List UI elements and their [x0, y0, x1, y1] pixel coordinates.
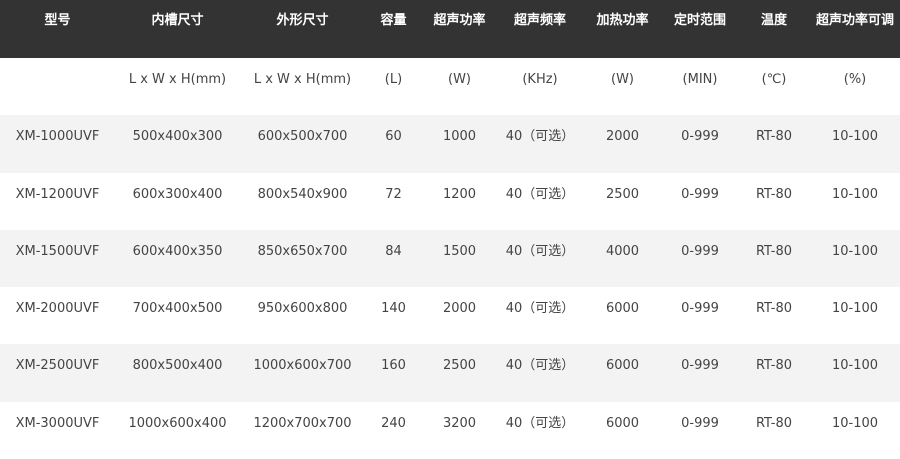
row: L x W x H(mm) L x W x H(mm) (L) (W) (KHz) (W)… — [0, 58, 900, 115]
cell: (%) — [843, 72, 867, 87]
cell: (KHz) — [522, 72, 558, 87]
cell: 160 — [381, 358, 406, 374]
row: XM-2000UVF 700x400x500 950x600x800 140 2000 4… — [0, 287, 900, 344]
cell: 1000x600x700 — [253, 358, 352, 374]
cell: 1000x600x400 — [128, 415, 227, 431]
cell: XM-1200UVF — [15, 186, 100, 202]
cell: RT-80 — [755, 186, 793, 202]
cell — [0, 58, 115, 115]
cell: RT-80 — [755, 415, 793, 431]
header-cell: 外形尺寸 — [240, 0, 365, 58]
cell: 0-999 — [681, 243, 719, 259]
cell: RT-80 — [755, 358, 793, 374]
cell: 10-100 — [831, 129, 879, 145]
cell: 40（可选） — [505, 415, 575, 431]
header-cell: 超声功率 — [422, 0, 497, 58]
cell: 2000 — [605, 129, 640, 145]
cell: 950x600x800 — [257, 301, 348, 317]
cell: XM-2500UVF — [15, 358, 100, 374]
cell: 1500 — [442, 243, 477, 259]
cell: 0-999 — [681, 301, 719, 317]
cell: 6000 — [605, 301, 640, 317]
cell: 60 — [385, 129, 402, 145]
cell: 3200 — [442, 415, 477, 431]
header-cell: 型号 — [0, 0, 115, 58]
cell: (W) — [611, 72, 634, 87]
cell: 600x400x350 — [132, 243, 223, 259]
cell: 0-999 — [681, 358, 719, 374]
cell: 40（可选） — [505, 301, 575, 317]
cell: XM-2000UVF — [15, 301, 100, 317]
cell: 0-999 — [681, 129, 719, 145]
cell: 1200 — [442, 186, 477, 202]
row: XM-1500UVF 600x400x350 850x650x700 84 1500 40… — [0, 229, 900, 288]
cell: XM-3000UVF — [15, 415, 100, 431]
cell: 10-100 — [831, 358, 879, 374]
cell: 800x500x400 — [132, 358, 223, 374]
cell: 1000 — [442, 129, 477, 145]
cell: 0-999 — [681, 415, 719, 431]
cell: XM-1000UVF — [15, 129, 100, 145]
header-cell: 超声功率可调 — [810, 0, 900, 58]
cell: 40（可选） — [505, 358, 575, 374]
header-cell: 加热功率 — [583, 0, 662, 58]
cell: 500x400x300 — [132, 129, 223, 145]
cell: 72 — [385, 186, 402, 202]
cell: L x W x H(mm) — [128, 72, 227, 87]
cell: 240 — [381, 415, 406, 431]
cell: 40（可选） — [505, 186, 575, 202]
cell: (MIN) — [682, 72, 718, 87]
cell: 10-100 — [831, 415, 879, 431]
cell: 84 — [385, 243, 402, 259]
cell: 140 — [381, 301, 406, 317]
header-row: 型号 内槽尺寸 外形尺寸 容量 超声功率 超声频率 加热功率 定时范围 温度 超声功率可调 — [0, 0, 900, 58]
cell: 1200x700x700 — [253, 415, 352, 431]
cell: (℃) — [761, 72, 787, 87]
header-cell: 定时范围 — [662, 0, 738, 58]
row: XM-2500UVF 800x500x400 1000x600x700 160 2500… — [0, 344, 900, 402]
header-cell: 内槽尺寸 — [115, 0, 240, 58]
cell: 700x400x500 — [132, 301, 223, 317]
row: XM-3000UVF 1000x600x400 1200x700x700 240 320… — [0, 402, 900, 459]
cell: (L) — [384, 72, 403, 87]
row: XM-1200UVF 600x300x400 800x540x900 72 1200 40… — [0, 173, 900, 230]
table-body: L x W x H(mm) L x W x H(mm) (L) (W) (KHz) (W)… — [0, 58, 900, 459]
cell: 850x650x700 — [257, 243, 348, 259]
header-cell: 超声频率 — [497, 0, 583, 58]
cell: 40（可选） — [505, 129, 575, 145]
cell: XM-1500UVF — [15, 243, 100, 259]
cell: 2000 — [442, 301, 477, 317]
cell: 6000 — [605, 415, 640, 431]
cell: 2500 — [442, 358, 477, 374]
cell: 2500 — [605, 186, 640, 202]
cell: RT-80 — [755, 243, 793, 259]
cell: L x W x H(mm) — [253, 72, 352, 87]
cell: 600x500x700 — [257, 129, 348, 145]
cell: 0-999 — [681, 186, 719, 202]
cell: 800x540x900 — [257, 186, 348, 202]
header-cell: 温度 — [738, 0, 810, 58]
cell: 10-100 — [831, 301, 879, 317]
cell: 10-100 — [831, 186, 879, 202]
cell: 600x300x400 — [132, 186, 223, 202]
cell: 4000 — [605, 243, 640, 259]
row: XM-1000UVF 500x400x300 600x500x700 60 1000 40… — [0, 115, 900, 173]
cell: 6000 — [605, 358, 640, 374]
cell: (W) — [448, 72, 471, 87]
cell: 40（可选） — [505, 243, 575, 259]
cell: 10-100 — [831, 243, 879, 259]
cell: RT-80 — [755, 129, 793, 145]
cell: RT-80 — [755, 301, 793, 317]
header-cell: 容量 — [365, 0, 422, 58]
